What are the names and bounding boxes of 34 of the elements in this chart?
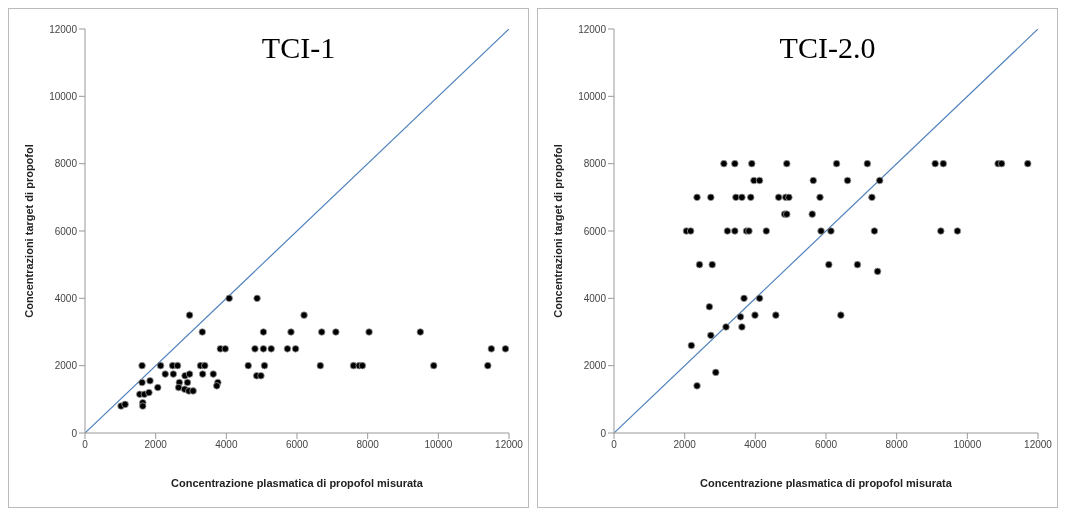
x-tick-label: 2000 (144, 439, 168, 451)
x-tick-label: 6000 (814, 439, 838, 451)
x-tick-label: 4000 (215, 439, 238, 451)
y-tick-label: 0 (600, 427, 607, 439)
y-tick-label: 10000 (49, 90, 78, 102)
x-tick-label: 8000 (885, 439, 909, 451)
y-tick-label: 6000 (54, 225, 78, 237)
y-tick-label: 4000 (583, 292, 607, 304)
chart-title: TCI-1 (261, 31, 336, 64)
y-tick-label: 8000 (583, 158, 607, 170)
x-tick-label: 12000 (495, 439, 524, 451)
y-tick-label: 12000 (49, 23, 78, 35)
y-tick-label: 2000 (583, 360, 607, 372)
x-axis-title: Concentrazione plasmatica di propofol misurata (171, 477, 424, 489)
x-tick-label: 8000 (356, 439, 380, 451)
x-tick-label: 10000 (953, 439, 982, 451)
chart-title: TCI-2.0 (779, 31, 876, 64)
y-tick-label: 4000 (54, 292, 78, 304)
x-tick-label: 10000 (424, 439, 453, 451)
x-tick-label: 0 (611, 439, 618, 451)
y-tick-label: 8000 (54, 158, 78, 170)
x-tick-label: 0 (82, 439, 89, 451)
y-tick-label: 2000 (54, 360, 78, 372)
x-axis-title: Concentrazione plasmatica di propofol misurata (700, 477, 953, 489)
x-tick-label: 4000 (744, 439, 767, 451)
y-tick-label: 12000 (578, 23, 607, 35)
y-tick-label: 10000 (578, 90, 607, 102)
y-axis-title: Concentrazioni target di propofol (22, 144, 35, 318)
x-tick-label: 6000 (285, 439, 309, 451)
y-tick-label: 6000 (583, 225, 607, 237)
y-tick-label: 0 (71, 427, 78, 439)
x-tick-label: 12000 (1024, 439, 1053, 451)
y-axis-title: Concentrazioni target di propofol (551, 144, 564, 318)
x-tick-label: 2000 (673, 439, 697, 451)
